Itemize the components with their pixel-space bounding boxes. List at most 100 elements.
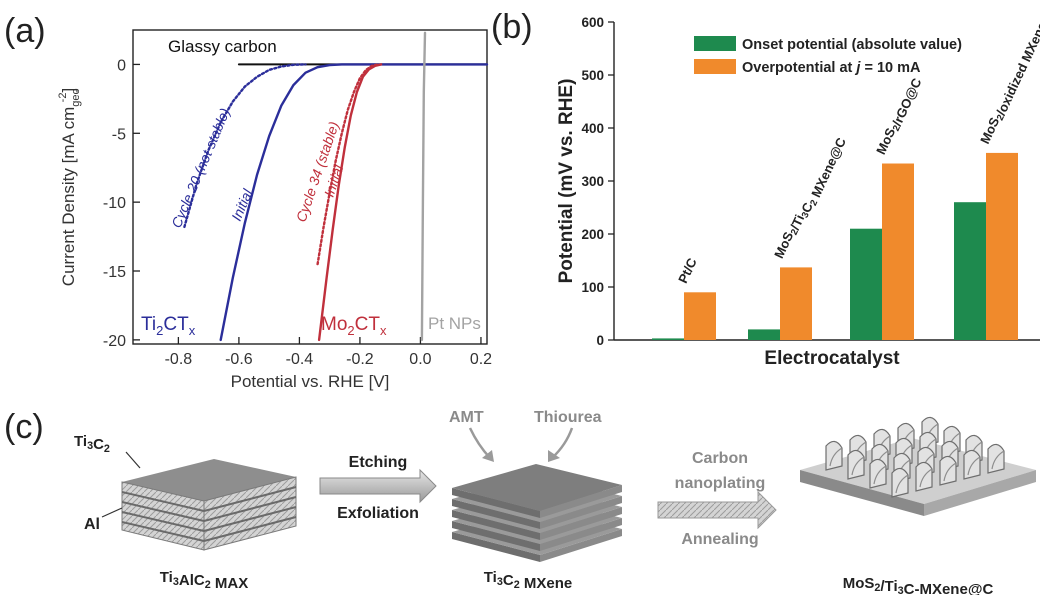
- chart-b-y-tick-label: 200: [581, 227, 604, 242]
- mxene-sheet-edge: [452, 510, 540, 540]
- series-line-ti_cycle20: [183, 63, 307, 229]
- chart-a-y-tick-label: -15: [103, 264, 126, 281]
- panel-label-a: (a): [4, 12, 46, 50]
- label-nanoplating: nanoplating: [675, 475, 766, 492]
- mos2-nanosheet-curl: [967, 456, 981, 476]
- chart-a-y-tick-label: -20: [103, 333, 126, 350]
- arrowhead-thiourea: [548, 450, 560, 462]
- chart-b-y-tick-label: 600: [581, 15, 604, 30]
- max-phase-block: [121, 459, 297, 551]
- bar-overpotential-1: [780, 267, 812, 340]
- panel-label-c: (c): [4, 408, 44, 446]
- arrow-amt: [468, 427, 491, 459]
- mos2-nanosheet-curl: [873, 465, 887, 485]
- label-ti2ctx: Ti2CTx: [141, 314, 196, 338]
- annotation-glassy-carbon: Glassy carbon: [168, 37, 277, 56]
- chart-b-category-label: MoS2/rGO@C: [873, 74, 925, 158]
- chart-b-ticks: 0 100 200 300 400 500 600: [581, 15, 614, 348]
- bar-onset-1: [748, 329, 780, 340]
- chart-b-y-tick-label: 100: [581, 280, 604, 295]
- mxene-sheet-edge: [452, 521, 540, 551]
- chart-b-y-tick-label: 0: [596, 333, 604, 348]
- mxene-sheet-side: [540, 529, 622, 562]
- chart-a-x-tick-label: -0.6: [225, 351, 253, 368]
- label-max-phase: Ti3AlC2 MAX: [160, 569, 248, 592]
- arrow-nanoplating: [657, 490, 777, 530]
- label-thiourea: Thiourea: [534, 409, 602, 426]
- chart-a-x-tick-label: -0.8: [165, 351, 193, 368]
- mxene-sheet-edge: [452, 499, 540, 529]
- series-line-mo_initial: [317, 63, 383, 342]
- chart-a-x-tick-label: -0.2: [346, 351, 374, 368]
- arrow-thiourea: [551, 427, 574, 459]
- bar-onset-0: [652, 338, 684, 340]
- label-carbon: Carbon: [692, 450, 748, 467]
- label-pt-nps: Pt NPs: [428, 314, 481, 333]
- mos2-nanosheet-curl: [943, 462, 957, 482]
- annotation-ti-initial: Initial: [228, 186, 256, 223]
- panel-b-bar-chart: (b) 0 100 200 300 400 500 600 Pt/C MoS2/Ti3C2 M…: [491, 8, 1040, 369]
- series-line-pt: [420, 31, 427, 342]
- label-mo2ctx: Mo2CTx: [321, 314, 387, 338]
- chart-b-y-tick-label: 500: [581, 68, 604, 83]
- bar-onset-3: [954, 202, 986, 340]
- chart-b-y-tick-label: 400: [581, 121, 604, 136]
- label-exfoliation: Exfoliation: [337, 505, 419, 522]
- chart-b-y-axis-label: Potential (mV vs. RHE): [556, 79, 577, 284]
- panel-c-synthesis-diagram: (c) Ti3C2 Al Ti3AlC2 MAX Etching Exfolia…: [4, 408, 1036, 595]
- mxene-sheet-side: [540, 485, 622, 518]
- legend-label-overpotential: Overpotential at j = 10 mA: [742, 60, 921, 76]
- chart-a-y-tick-label: -10: [103, 195, 126, 212]
- label-final-product: MoS2/Ti3C-MXene@C: [843, 575, 994, 595]
- label-mxene: Ti3C2 MXene: [484, 569, 572, 592]
- label-annealing: Annealing: [681, 531, 758, 548]
- arrow-etching: [319, 468, 437, 504]
- chart-a-series: [183, 31, 489, 342]
- mos2-nanosheet-curl: [829, 447, 843, 467]
- chart-a-ticks: -0.8 -0.6 -0.4 -0.2 0.0 0.2 0 -5 -10 -15 -20: [103, 57, 492, 368]
- mos2-nanosheet-curl: [895, 474, 909, 494]
- chart-a-x-tick-label: 0.0: [409, 351, 431, 368]
- mos2-nanosheet-array: [800, 416, 1036, 516]
- bar-overpotential-0: [684, 292, 716, 340]
- chart-a-x-tick-label: 0.2: [470, 351, 492, 368]
- mos2-nanosheet-curl: [991, 450, 1005, 470]
- chart-a-x-axis-label: Potential vs. RHE [V]: [231, 372, 390, 391]
- chart-b-category-label: Pt/C: [675, 255, 700, 285]
- bar-overpotential-3: [986, 152, 1018, 340]
- legend-swatch-onset: [694, 36, 736, 51]
- chart-b-legend: Onset potential (absolute value) Overpot…: [694, 36, 962, 76]
- chart-a-frame: [132, 29, 488, 345]
- chart-a-y-tick-label: -5: [112, 126, 126, 143]
- chart-a-y-axis-label: Current Density [mA cmgeo-2]: [57, 88, 82, 286]
- bar-overpotential-2: [882, 163, 914, 340]
- panel-a-line-chart: (a) -0.8 -0.6 -0.4 -0.2 0.0 0.2 0 -5 -10 -15 -20 P…: [4, 12, 492, 391]
- chart-b-y-tick-label: 300: [581, 174, 604, 189]
- pointer-al: [101, 507, 123, 518]
- arrowhead-amt: [482, 450, 494, 462]
- mxene-sheet-edge: [452, 532, 540, 562]
- label-al-layer: Al: [84, 516, 100, 533]
- chart-a-x-tick-label: -0.4: [286, 351, 314, 368]
- legend-label-onset: Onset potential (absolute value): [742, 37, 962, 53]
- legend-swatch-overpotential: [694, 59, 736, 74]
- series-line-mo_cycle34: [316, 63, 380, 266]
- series-line-ti_initial: [219, 63, 489, 342]
- mxene-stack: [452, 464, 622, 562]
- label-ti3c2-layer: Ti3C2: [74, 433, 110, 455]
- chart-b-bars: [652, 152, 1018, 340]
- bar-onset-2: [850, 228, 882, 340]
- mxene-sheet-edge: [452, 488, 540, 518]
- mxene-sheet-side: [540, 507, 622, 540]
- annotation-cycle-20: Cycle 20 (not stable): [168, 106, 233, 230]
- chart-b-x-axis-label: Electrocatalyst: [764, 348, 900, 369]
- pointer-ti3c2: [125, 451, 141, 469]
- chart-a-y-tick-label: 0: [117, 57, 126, 74]
- mxene-sheet-side: [540, 496, 622, 529]
- panel-label-b: (b): [491, 8, 533, 46]
- mos2-nanosheet-curl: [851, 456, 865, 476]
- label-amt: AMT: [449, 409, 484, 426]
- label-etching: Etching: [349, 454, 408, 471]
- mxene-sheet-top: [452, 464, 622, 511]
